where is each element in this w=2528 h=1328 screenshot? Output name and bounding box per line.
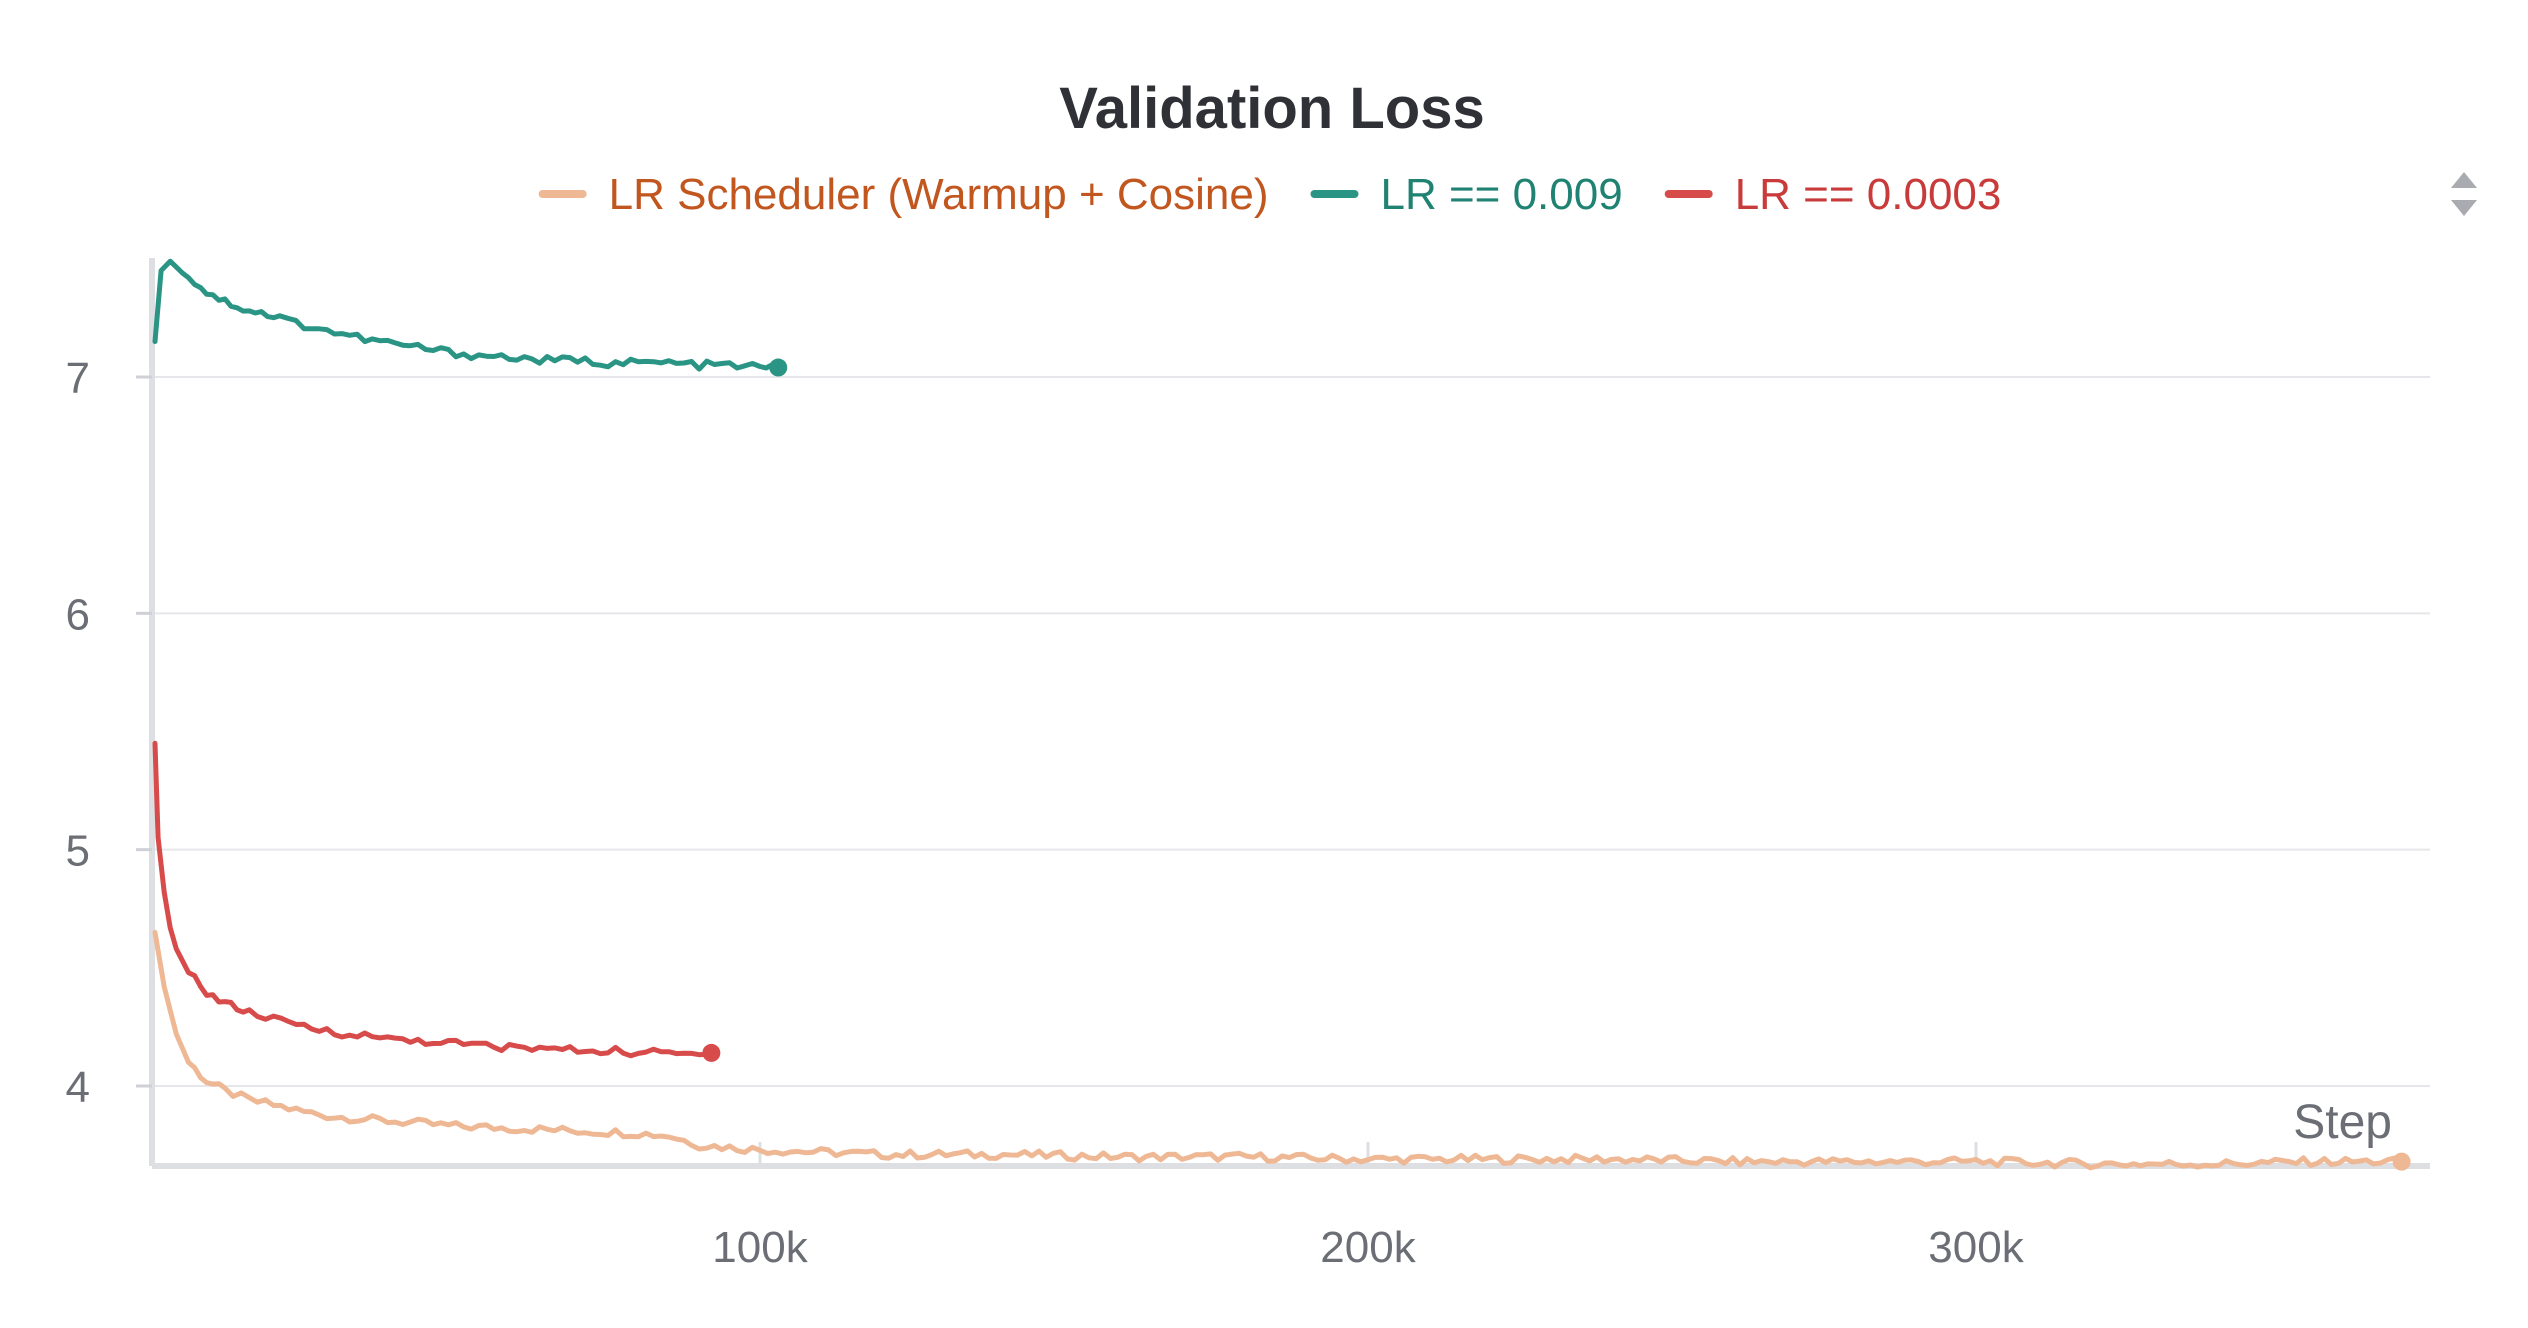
series-line-lr-scheduler-warmup-cosine xyxy=(152,929,2405,1171)
series-line-lr-0-009 xyxy=(152,258,781,372)
series-endpoint-lr-0-0003 xyxy=(702,1043,721,1062)
series-endpoint-lr-scheduler-warmup-cosine xyxy=(2392,1152,2411,1171)
series-line-lr-0-0003 xyxy=(152,740,714,1059)
legend-item-lr-scheduler-warmup-cosine[interactable]: LR Scheduler (Warmup + Cosine) xyxy=(538,170,1269,219)
x-tick-label-200k: 200k xyxy=(1320,1223,1416,1272)
chart-legend: LR Scheduler (Warmup + Cosine) LR == 0.00… xyxy=(538,170,2002,219)
y-tick-label-7: 7 xyxy=(66,354,90,403)
y-tick-label-4: 4 xyxy=(66,1063,90,1112)
series-lines xyxy=(152,258,2411,1171)
x-tick-label-100k: 100k xyxy=(712,1223,808,1272)
x-tick-label-300k: 300k xyxy=(1928,1223,2024,1272)
axes xyxy=(149,258,2430,1169)
legend-item-lr-0-0003[interactable]: LR == 0.0003 xyxy=(1664,170,2002,219)
legend-scroll-toggle[interactable] xyxy=(2451,172,2477,216)
chart-title: Validation Loss xyxy=(1059,76,1484,141)
legend-item-lr-0-009[interactable]: LR == 0.009 xyxy=(1310,170,1623,219)
legend-label: LR == 0.009 xyxy=(1380,170,1622,219)
sort-down-icon[interactable] xyxy=(2451,200,2477,216)
x-axis-label: Step xyxy=(2293,1096,2392,1149)
y-axis-ticks: 4 5 6 7 xyxy=(66,354,152,1112)
sort-up-icon[interactable] xyxy=(2451,172,2477,188)
gridlines xyxy=(152,376,2430,1087)
series-endpoint-lr-0-009 xyxy=(769,358,788,377)
legend-label: LR == 0.0003 xyxy=(1735,170,2002,219)
y-tick-label-5: 5 xyxy=(66,827,90,876)
legend-label: LR Scheduler (Warmup + Cosine) xyxy=(609,170,1269,219)
y-tick-label-6: 6 xyxy=(66,590,90,639)
